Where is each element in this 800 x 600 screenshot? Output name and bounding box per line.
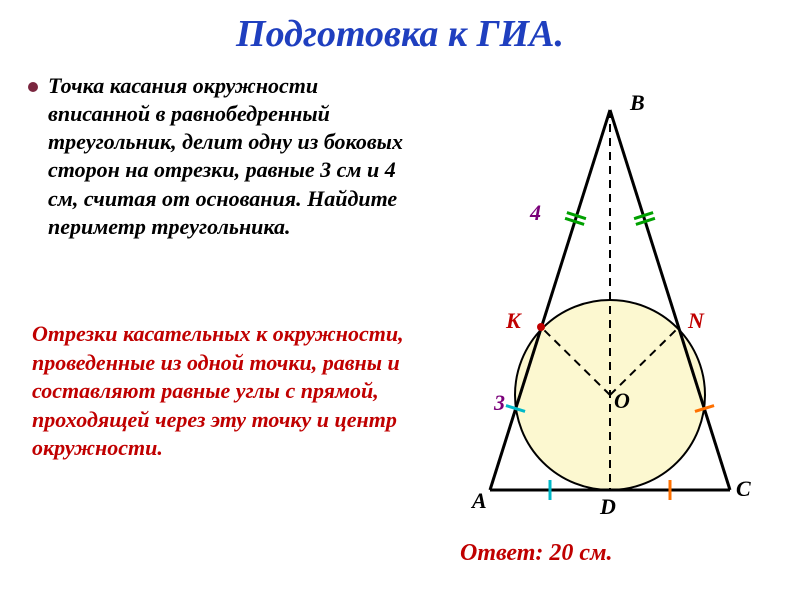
label-D: D <box>600 494 616 520</box>
page-title: Подготовка к ГИА. <box>0 12 800 56</box>
label-K: K <box>506 308 521 334</box>
label-seg4: 4 <box>530 200 541 226</box>
label-O: O <box>614 388 630 414</box>
triangle-diagram: B A C D O K N 4 3 <box>430 90 790 530</box>
label-A: A <box>472 488 487 514</box>
hint-text-span: Отрезки касательных к окружности, провед… <box>32 321 404 460</box>
bullet-icon <box>28 82 38 92</box>
label-seg3: 3 <box>494 390 505 416</box>
diagram-svg <box>430 90 790 530</box>
problem-text-span: Точка касания окружности вписанной в рав… <box>48 73 403 239</box>
hint-text: Отрезки касательных к окружности, провед… <box>32 320 422 463</box>
problem-text: Точка касания окружности вписанной в рав… <box>48 72 418 241</box>
title-text: Подготовка к ГИА. <box>236 13 564 55</box>
label-N: N <box>688 308 704 334</box>
label-B: B <box>630 90 645 116</box>
answer-text: Ответ: 20 см. <box>460 540 613 567</box>
answer-label: Ответ: 20 см. <box>460 540 613 566</box>
label-C: C <box>736 476 751 502</box>
